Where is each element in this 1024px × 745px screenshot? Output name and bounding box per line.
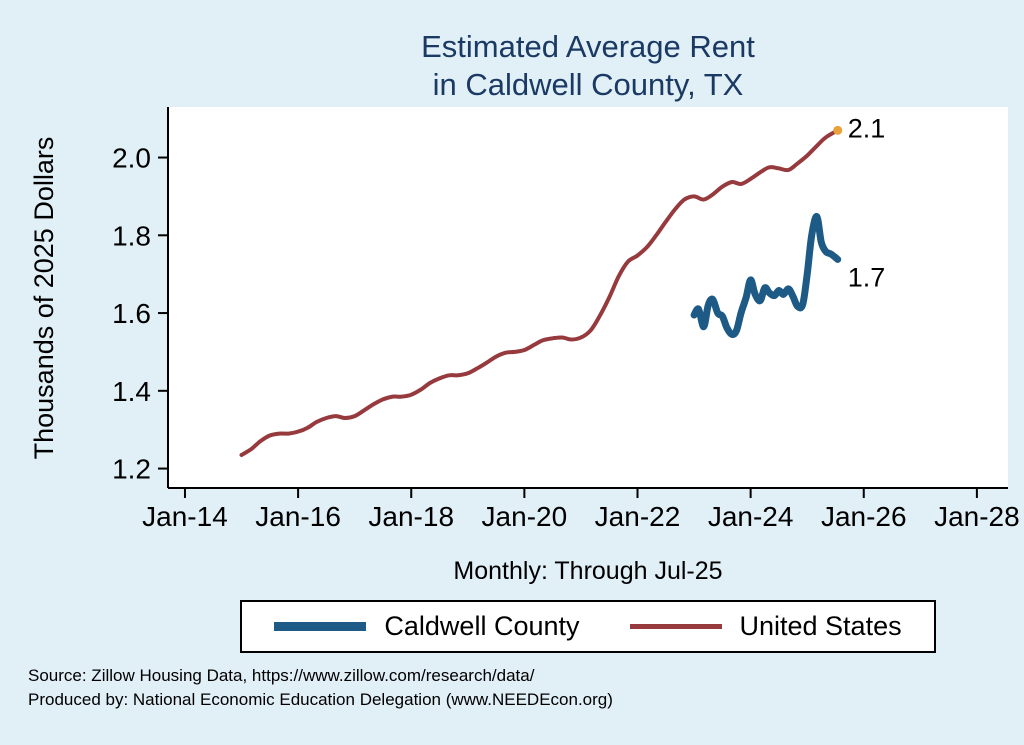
x-tick-label: Jan-18 [368,501,454,532]
legend-box: Caldwell County United States [240,600,936,653]
x-tick-label: Jan-26 [821,501,907,532]
legend-line-swatch-us [629,624,722,629]
us-end-marker [833,125,843,135]
legend-line-swatch-caldwell [274,622,367,631]
footer: Source: Zillow Housing Data, https://www… [28,664,613,712]
chart-title-line1: Estimated Average Rent [421,29,755,64]
x-tick-label: Jan-22 [595,501,681,532]
legend-item-caldwell: Caldwell County [274,611,580,642]
legend-label-us: United States [739,611,902,641]
x-tick-label: Jan-14 [142,501,228,532]
x-tick-label: Jan-28 [934,501,1020,532]
chart-title: Estimated Average Rent in Caldwell Count… [168,28,1008,104]
y-tick-label: 1.4 [112,376,151,407]
caldwell-line [690,213,842,339]
chart-subtitle: Monthly: Through Jul-25 [453,557,723,585]
y-tick-label: 1.2 [112,454,151,485]
us-end-value-label: 2.1 [848,113,886,143]
y-tick-label: 2.0 [112,143,151,174]
y-tick-label: 1.6 [112,298,151,329]
legend: Caldwell County United States [168,600,1008,653]
source-line: Source: Zillow Housing Data, https://www… [28,666,535,685]
legend-label-caldwell: Caldwell County [384,611,580,641]
legend-item-us: United States [629,611,902,642]
y-tick-label: 1.8 [112,220,151,251]
plot-area [168,107,1008,488]
us-line [239,128,840,457]
x-tick-label: Jan-16 [255,501,341,532]
produced-line: Produced by: National Economic Education… [28,690,613,710]
x-tick-label: Jan-24 [708,501,794,532]
caldwell-end-value-label: 1.7 [848,262,886,292]
chart-title-line2: in Caldwell County, TX [432,66,744,102]
x-tick-label: Jan-20 [482,501,568,532]
